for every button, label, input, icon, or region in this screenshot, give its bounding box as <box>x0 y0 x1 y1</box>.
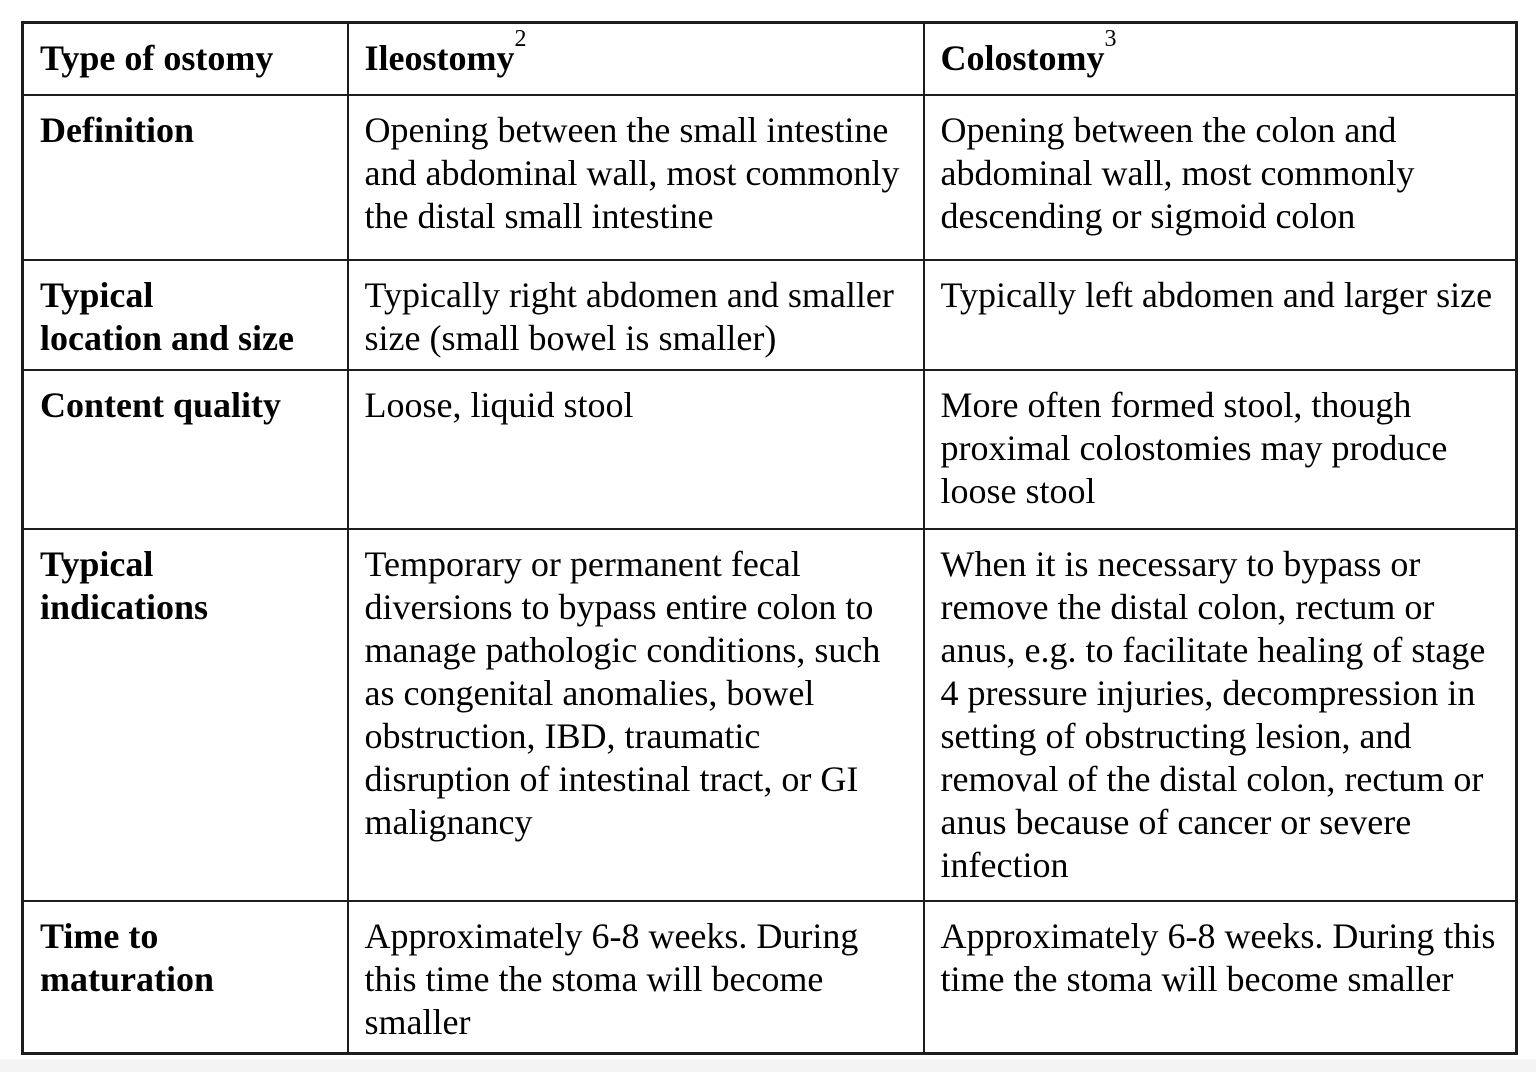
ostomy-comparison-table: Type of ostomy Ileostomy2 Colostomy3 Def… <box>21 21 1518 1055</box>
cell-text: Typically right abdomen and smaller size… <box>364 274 894 358</box>
cell-text: Opening between the colon and abdominal … <box>940 109 1415 236</box>
header-label: Ileostomy <box>364 38 515 78</box>
colostomy-cell: When it is necessary to bypass or remove… <box>922 527 1518 902</box>
colostomy-cell: Approximately 6-8 weeks. During this tim… <box>922 899 1518 1055</box>
cell-text: More often formed stool, though proximal… <box>940 384 1448 511</box>
cell-text: When it is necessary to bypass or remove… <box>940 543 1486 885</box>
ileostomy-cell: Temporary or permanent fecal diversions … <box>346 527 925 902</box>
row-label-cell: Typical indications <box>21 527 349 902</box>
page-edge-strip <box>0 1059 1536 1072</box>
ileostomy-cell: Typically right abdomen and smaller size… <box>346 258 925 371</box>
cell-text: Approximately 6-8 weeks. During this tim… <box>364 915 859 1042</box>
footnote-marker: 3 <box>1104 26 1117 53</box>
row-label-cell: Typical location and size <box>21 258 349 371</box>
row-label: Time to maturation <box>40 915 214 999</box>
ileostomy-cell: Opening between the small intestine and … <box>346 93 925 261</box>
cell-text: Loose, liquid stool <box>364 384 634 425</box>
row-label: Typical location and size <box>40 274 295 358</box>
row-label-cell: Content quality <box>21 368 349 530</box>
cell-text: Typically left abdomen and larger size <box>940 274 1493 315</box>
row-label-cell: Time to maturation <box>21 899 349 1055</box>
header-colostomy: Colostomy3 <box>922 21 1518 96</box>
cell-text: Opening between the small intestine and … <box>364 109 900 236</box>
colostomy-cell: More often formed stool, though proximal… <box>922 368 1518 530</box>
table-row-location-size: Typical location and size Typically righ… <box>21 258 1518 371</box>
table-row-typical-indications: Typical indications Temporary or permane… <box>21 527 1518 902</box>
table-row-content-quality: Content quality Loose, liquid stool More… <box>21 368 1518 530</box>
table-row-time-to-maturation: Time to maturation Approximately 6-8 wee… <box>21 899 1518 1055</box>
row-label: Typical indications <box>40 543 209 627</box>
header-type-of-ostomy: Type of ostomy <box>21 21 349 96</box>
row-label: Content quality <box>40 384 282 425</box>
row-label: Definition <box>40 109 195 150</box>
header-label: Type of ostomy <box>40 38 274 78</box>
footnote-marker: 2 <box>514 26 527 53</box>
header-ileostomy: Ileostomy2 <box>346 21 925 96</box>
colostomy-cell: Opening between the colon and abdominal … <box>922 93 1518 261</box>
header-label: Colostomy <box>940 38 1105 78</box>
ileostomy-cell: Approximately 6-8 weeks. During this tim… <box>346 899 925 1055</box>
cell-text: Approximately 6-8 weeks. During this tim… <box>940 915 1496 999</box>
cell-text: Temporary or permanent fecal diversions … <box>364 543 881 842</box>
colostomy-cell: Typically left abdomen and larger size <box>922 258 1518 371</box>
table-row-definition: Definition Opening between the small int… <box>21 93 1518 261</box>
ileostomy-cell: Loose, liquid stool <box>346 368 925 530</box>
table-header-row: Type of ostomy Ileostomy2 Colostomy3 <box>21 21 1518 96</box>
row-label-cell: Definition <box>21 93 349 261</box>
